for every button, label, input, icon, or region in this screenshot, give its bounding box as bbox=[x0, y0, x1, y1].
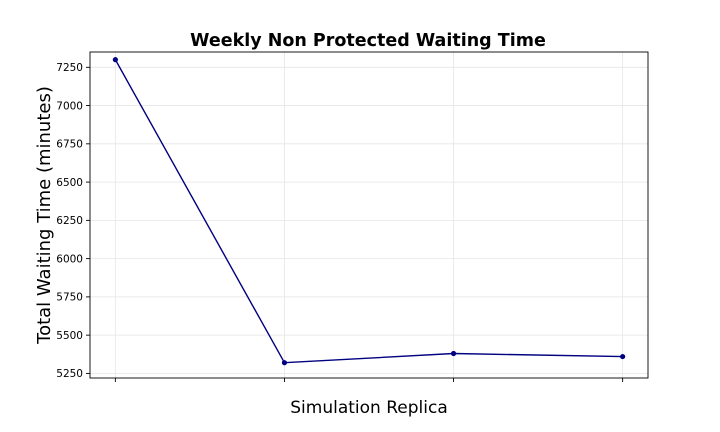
y-tick-label: 6000 bbox=[56, 253, 83, 265]
y-tick-label: 6500 bbox=[56, 177, 83, 189]
tick-layer: 5250 5500 5750 6000 6250 6500 6750 7000 7250 bbox=[56, 62, 624, 382]
y-tick-label: 5500 bbox=[56, 330, 83, 342]
x-axis-label: Simulation Replica bbox=[290, 398, 447, 418]
series-layer bbox=[112, 57, 626, 366]
y-tick-label: 7000 bbox=[56, 100, 83, 112]
y-tick-label: 7250 bbox=[56, 62, 83, 74]
chart-title: Weekly Non Protected Waiting Time bbox=[190, 31, 546, 51]
plot-area-frame bbox=[89, 51, 649, 379]
grid-layer bbox=[90, 52, 648, 378]
y-axis-label: Total Waiting Time (minutes) bbox=[34, 86, 55, 345]
y-tick-label: 5750 bbox=[56, 292, 83, 304]
data-point bbox=[112, 57, 118, 63]
y-tick-label: 6250 bbox=[56, 215, 83, 227]
y-tick-label: 5250 bbox=[56, 368, 83, 380]
data-point bbox=[620, 353, 626, 360]
data-point bbox=[281, 360, 288, 366]
y-tick-label: 6750 bbox=[56, 139, 83, 151]
series-line bbox=[114, 59, 623, 364]
data-point bbox=[450, 350, 457, 357]
